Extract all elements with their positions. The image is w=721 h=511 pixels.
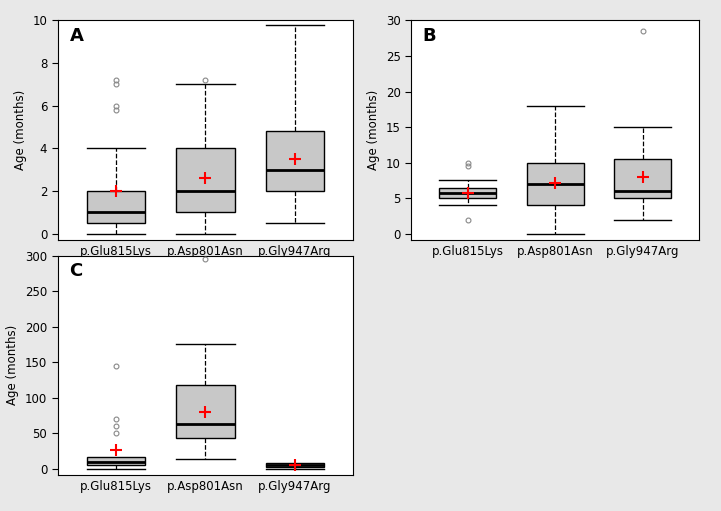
Bar [527, 162, 583, 205]
Bar [266, 131, 324, 191]
Text: A: A [69, 27, 84, 45]
Bar [177, 148, 234, 213]
Text: B: B [423, 27, 436, 45]
Y-axis label: Age (months): Age (months) [367, 90, 380, 171]
Y-axis label: Age (months): Age (months) [6, 325, 19, 406]
Bar [177, 385, 234, 438]
Bar [439, 188, 496, 198]
Text: C: C [69, 262, 83, 280]
Bar [87, 191, 145, 223]
Bar [266, 463, 324, 467]
Bar [614, 159, 671, 198]
Bar [87, 457, 145, 466]
Y-axis label: Age (months): Age (months) [14, 90, 27, 171]
